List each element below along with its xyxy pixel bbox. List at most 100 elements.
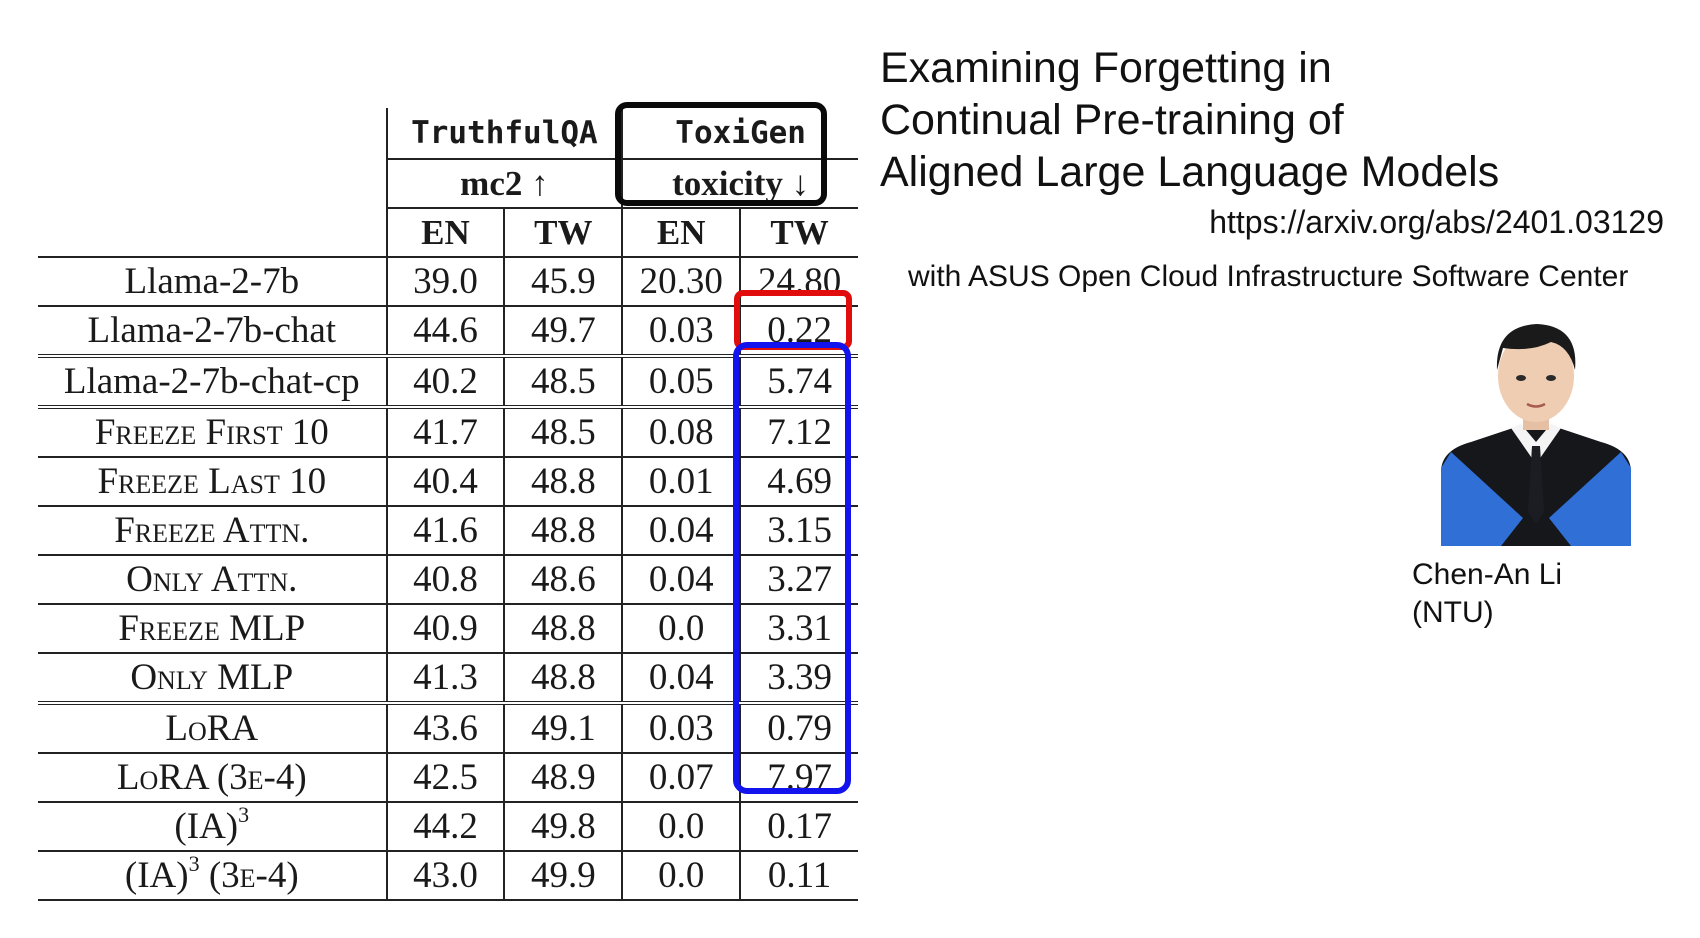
table-cell: 0.17: [739, 802, 858, 852]
table-cell: 39.0: [385, 257, 505, 307]
table-cell: 3.15: [739, 506, 858, 556]
col-header: TW: [503, 208, 623, 258]
author-name: Chen-An Li: [1412, 558, 1563, 591]
results-table: TruthfulQA ToxiGen mc2 ↑ toxicity ↓ EN T…: [38, 108, 858, 901]
table-row: Freeze First 10 41.7 48.5 0.08 7.12: [38, 405, 858, 458]
method-name-text: Only Attn.: [126, 559, 298, 600]
method-name-text: Llama-2-7b: [124, 261, 300, 302]
author-photo: [1441, 312, 1631, 546]
table-cell: 0.08: [621, 405, 741, 458]
col-header: EN: [385, 208, 505, 258]
header-blank: [38, 108, 387, 159]
author-portrait-icon: [1441, 312, 1631, 546]
affiliation: with ASUS Open Cloud Infrastructure Soft…: [908, 260, 1629, 293]
table-cell: 0.07: [621, 753, 741, 803]
table-cell: 40.8: [385, 555, 505, 605]
method-name-superscript: 3: [188, 851, 200, 876]
table-row: Freeze Last 10 40.4 48.8 0.01 4.69: [38, 457, 858, 507]
table-cell: 0.01: [621, 457, 741, 507]
table-cell: 49.9: [503, 851, 623, 901]
table-cell: 3.27: [739, 555, 858, 605]
method-name-text: LoRA (3e-4): [116, 757, 307, 798]
table-cell: 0.05: [621, 354, 741, 408]
table-cell: 0.22: [739, 306, 858, 357]
table-cell: 0.04: [621, 555, 741, 605]
table-cell: 48.8: [503, 506, 623, 556]
table-cell: 0.0: [621, 851, 741, 901]
table-row: LoRA 43.6 49.1 0.03 0.79: [38, 701, 858, 754]
table-row: Freeze MLP 40.9 48.8 0.0 3.31: [38, 604, 858, 654]
table-cell: 0.04: [621, 653, 741, 704]
paper-title: Examining Forgetting in Continual Pre-tr…: [880, 42, 1680, 198]
method-name: (IA)3: [38, 802, 387, 852]
method-name: Only MLP: [38, 653, 387, 704]
table-cell: 41.3: [385, 653, 505, 704]
table-cell: 49.8: [503, 802, 623, 852]
table-cell: 44.2: [385, 802, 505, 852]
table-row: (IA)3 44.2 49.8 0.0 0.17: [38, 802, 858, 852]
table-row: Llama-2-7b-chat 44.6 49.7 0.03 0.22: [38, 306, 858, 357]
metric-toxicity: toxicity ↓: [622, 159, 858, 209]
table-cell: 48.5: [503, 354, 623, 408]
table-cell: 48.8: [503, 604, 623, 654]
table-cell: 5.74: [739, 354, 858, 408]
table-cell: 41.6: [385, 506, 505, 556]
method-name-text: Only MLP: [130, 657, 294, 698]
method-name-text: LoRA: [165, 708, 259, 749]
title-line: Aligned Large Language Models: [880, 148, 1500, 196]
arxiv-link[interactable]: https://arxiv.org/abs/2401.03129: [1209, 204, 1664, 240]
method-name: Freeze Last 10: [38, 457, 387, 507]
table-row: Freeze Attn. 41.6 48.8 0.04 3.15: [38, 506, 858, 556]
table-cell: 0.03: [621, 306, 741, 357]
author-block: Chen-An Li (NTU): [1412, 556, 1562, 632]
method-name-text: (IA): [174, 806, 239, 847]
table-cell: 49.1: [503, 701, 623, 754]
table-row: Only MLP 41.3 48.8 0.04 3.39: [38, 653, 858, 704]
table-cell: 48.5: [503, 405, 623, 458]
table-cell: 42.5: [385, 753, 505, 803]
table-cell: 24.80: [739, 257, 858, 307]
method-name: LoRA (3e-4): [38, 753, 387, 803]
table-cell: 45.9: [503, 257, 623, 307]
method-name: Llama-2-7b: [38, 257, 387, 307]
table-cell: 40.4: [385, 457, 505, 507]
method-name-suffix: (3e-4): [199, 855, 299, 896]
method-name: Llama-2-7b-chat-cp: [38, 354, 387, 408]
table-cell: 0.04: [621, 506, 741, 556]
author-org: (NTU): [1412, 596, 1494, 629]
col-header: TW: [739, 208, 858, 258]
table-cell: 4.69: [739, 457, 858, 507]
method-name: Freeze First 10: [38, 405, 387, 458]
method-name-text: Freeze First 10: [94, 412, 329, 453]
table-row: Llama-2-7b-chat-cp 40.2 48.5 0.05 5.74: [38, 354, 858, 408]
table-cell: 3.31: [739, 604, 858, 654]
group-toxigen: ToxiGen: [622, 108, 858, 160]
table-cell: 7.97: [739, 753, 858, 803]
title-line: Examining Forgetting in: [880, 44, 1332, 92]
header-blank: [38, 159, 387, 208]
table-cell: 44.6: [385, 306, 505, 357]
table-cell: 43.6: [385, 701, 505, 754]
table-cell: 49.7: [503, 306, 623, 357]
table-row: Only Attn. 40.8 48.6 0.04 3.27: [38, 555, 858, 605]
table-row: Llama-2-7b 39.0 45.9 20.30 24.80: [38, 257, 858, 307]
table-cell: 20.30: [621, 257, 741, 307]
method-name: Only Attn.: [38, 555, 387, 605]
table-cell: 48.8: [503, 457, 623, 507]
header-blank: [38, 208, 387, 258]
method-name-text: Freeze Last 10: [97, 461, 327, 502]
table-cell: 43.0: [385, 851, 505, 901]
title-line: Continual Pre-training of: [880, 96, 1344, 144]
metric-mc2: mc2 ↑: [385, 159, 624, 209]
group-truthfulqa: TruthfulQA: [385, 108, 624, 160]
method-name-text: Llama-2-7b-chat-cp: [63, 361, 360, 402]
method-name: Freeze Attn.: [38, 506, 387, 556]
table-cell: 0.03: [621, 701, 741, 754]
method-name: (IA)3 (3e-4): [38, 851, 387, 901]
method-name-text: Freeze MLP: [118, 608, 306, 649]
table-cell: 0.11: [739, 851, 858, 901]
table-row: (IA)3 (3e-4) 43.0 49.9 0.0 0.11: [38, 851, 858, 901]
method-name-superscript: 3: [238, 802, 250, 827]
table-cell: 48.6: [503, 555, 623, 605]
method-name-text: (IA): [124, 855, 189, 896]
